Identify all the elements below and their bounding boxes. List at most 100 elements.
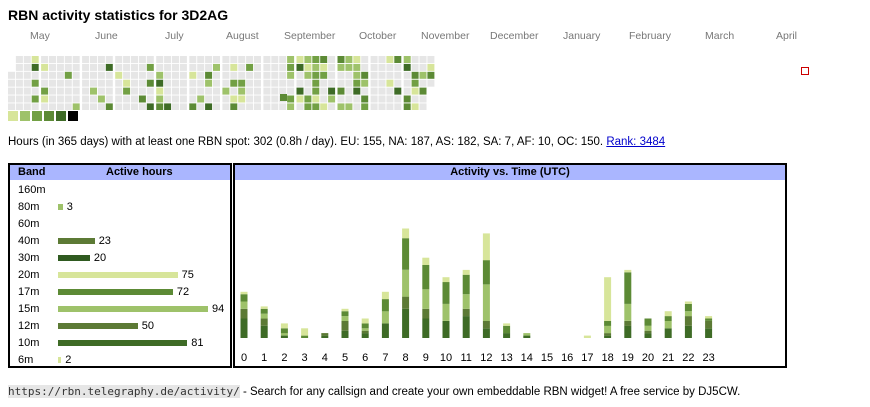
calendar-day[interactable] [386,103,394,110]
calendar-day[interactable] [15,87,23,95]
calendar-day[interactable] [222,87,230,95]
calendar-day[interactable] [271,87,279,95]
calendar-day[interactable] [115,71,123,79]
calendar-day[interactable] [41,71,49,79]
calendar-day[interactable] [230,87,238,95]
calendar-day[interactable] [189,79,197,87]
calendar-day[interactable] [271,71,279,79]
calendar-day[interactable] [287,79,295,87]
calendar-day[interactable] [370,95,378,103]
calendar-day[interactable] [15,56,23,63]
calendar-day[interactable] [105,95,113,103]
calendar-day[interactable] [23,95,31,103]
calendar-day[interactable] [361,103,369,110]
calendar-day[interactable] [246,56,254,63]
calendar-day[interactable] [312,56,320,63]
calendar-day[interactable] [304,95,312,103]
calendar-day[interactable] [105,71,113,79]
calendar-day[interactable] [82,71,90,79]
calendar-day[interactable] [296,63,304,71]
calendar-day[interactable] [353,87,361,95]
calendar-day[interactable] [328,103,336,110]
calendar-day[interactable] [353,95,361,103]
calendar-day[interactable] [82,56,90,63]
calendar-day[interactable] [353,71,361,79]
calendar-day[interactable] [263,63,271,71]
calendar-day[interactable] [23,87,31,95]
calendar-day[interactable] [337,95,345,103]
calendar-day[interactable] [8,87,15,95]
calendar-day[interactable] [197,56,205,63]
calendar-day[interactable] [179,95,187,103]
calendar-day[interactable] [105,79,113,87]
calendar-day[interactable] [172,79,179,87]
calendar-day[interactable] [312,71,320,79]
calendar-day[interactable] [131,95,138,103]
calendar-day[interactable] [238,95,246,103]
calendar-day[interactable] [213,87,220,95]
calendar-day[interactable] [230,79,238,87]
calendar-day[interactable] [320,71,328,79]
calendar-day[interactable] [312,79,320,87]
calendar-day[interactable] [320,79,328,87]
calendar-day[interactable] [222,95,230,103]
calendar-day[interactable] [156,79,164,87]
calendar-day[interactable] [146,63,154,71]
calendar-day[interactable] [213,63,220,71]
calendar-day[interactable] [123,63,131,71]
calendar-day[interactable] [279,79,287,87]
calendar-day[interactable] [403,103,411,110]
calendar-day[interactable] [105,103,113,110]
calendar-day[interactable] [370,79,378,87]
calendar-day[interactable] [304,56,312,63]
calendar-day[interactable] [197,87,205,95]
calendar-day[interactable] [271,79,279,87]
calendar-day[interactable] [263,103,271,110]
calendar-day[interactable] [213,103,220,110]
calendar-day[interactable] [378,87,386,95]
calendar-day[interactable] [271,95,279,103]
calendar-day[interactable] [156,56,164,63]
calendar-day[interactable] [246,79,254,87]
calendar-day[interactable] [56,95,64,103]
calendar-day[interactable] [138,87,146,95]
calendar-day[interactable] [72,56,80,63]
calendar-day[interactable] [427,71,435,79]
calendar-day[interactable] [8,103,15,110]
calendar-day[interactable] [64,71,72,79]
calendar-day[interactable] [64,87,72,95]
calendar-day[interactable] [31,95,39,103]
calendar-day[interactable] [238,103,246,110]
calendar-day[interactable] [296,95,304,103]
calendar-day[interactable] [263,95,271,103]
calendar-day[interactable] [411,103,419,110]
calendar-day[interactable] [41,87,49,95]
calendar-day[interactable] [279,87,287,95]
calendar-today[interactable] [801,67,809,75]
calendar-day[interactable] [370,103,378,110]
calendar-day[interactable] [205,63,213,71]
calendar-day[interactable] [205,79,213,87]
calendar-day[interactable] [320,87,328,95]
calendar-day[interactable] [49,95,56,103]
calendar-day[interactable] [105,56,113,63]
calendar-day[interactable] [172,87,179,95]
calendar-day[interactable] [279,56,287,63]
calendar-day[interactable] [23,71,31,79]
calendar-day[interactable] [411,79,419,87]
calendar-day[interactable] [263,71,271,79]
calendar-day[interactable] [427,63,435,71]
calendar-day[interactable] [41,56,49,63]
calendar-day[interactable] [304,63,312,71]
calendar-day[interactable] [49,71,56,79]
calendar-day[interactable] [411,63,419,71]
calendar-day[interactable] [138,103,146,110]
calendar-day[interactable] [138,71,146,79]
calendar-day[interactable] [23,103,31,110]
calendar-day[interactable] [287,63,295,71]
calendar-day[interactable] [230,103,238,110]
calendar-day[interactable] [205,56,213,63]
calendar-day[interactable] [345,63,353,71]
calendar-day[interactable] [353,103,361,110]
calendar-day[interactable] [394,63,402,71]
